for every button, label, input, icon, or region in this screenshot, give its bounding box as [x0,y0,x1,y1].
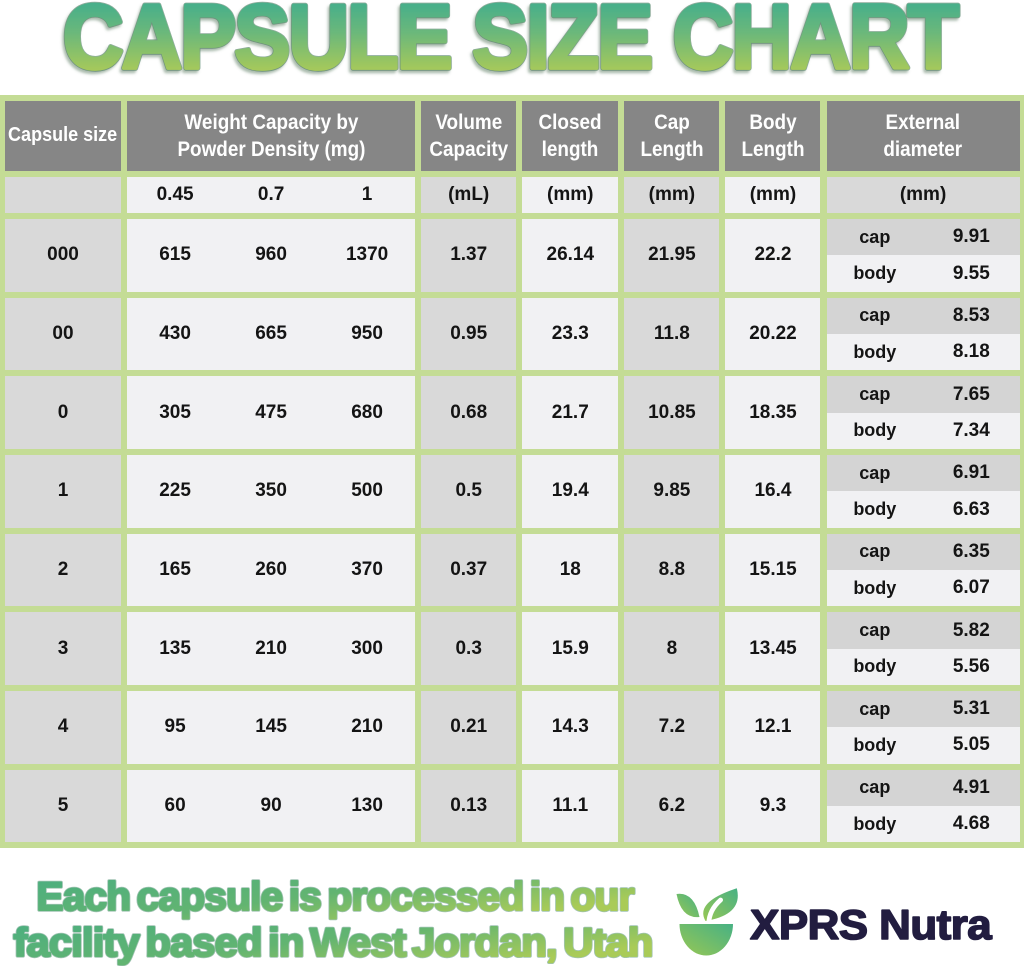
svg-text:Each capsule is processed in o: Each capsule is processed in our [36,876,633,919]
svg-text:CAPSULE SIZE CHART: CAPSULE SIZE CHART [63,0,959,88]
svg-text:facility based in West Jordan,: facility based in West Jordan, Utah [13,920,652,965]
svg-text:CAPSULE SIZE CHART: CAPSULE SIZE CHART [63,0,959,88]
svg-text:XPRS Nutra: XPRS Nutra [750,902,993,949]
svg-text:Each capsule is processed in o: Each capsule is processed in our [36,876,633,919]
svg-text:facility based in West Jordan,: facility based in West Jordan, Utah [13,920,652,965]
